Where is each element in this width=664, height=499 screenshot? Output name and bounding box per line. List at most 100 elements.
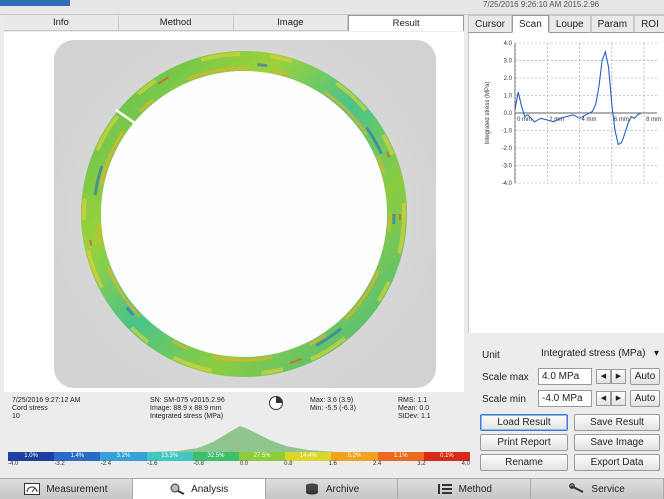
- colorbar-tick-label: -1.6: [147, 461, 158, 467]
- colorbar-segment: 14.4%: [285, 452, 332, 461]
- quantity-label: Integrated stress (MPa): [150, 413, 224, 420]
- result-minmax: Max: 3.6 (3.9) Min: -5.5 (-6.3): [310, 397, 356, 413]
- rms-value: RMS: 1.1: [398, 397, 428, 404]
- tab-roi[interactable]: ROI: [634, 15, 664, 33]
- gauge-icon: [24, 483, 41, 495]
- result-measurement: Cord stress: [12, 405, 48, 412]
- tab-loupe[interactable]: Loupe: [548, 15, 591, 33]
- chevron-down-icon: ▾: [653, 348, 659, 359]
- colorbar-segment: 13.3%: [146, 452, 193, 461]
- unit-select-value: Integrated stress (MPa): [541, 348, 646, 359]
- colorbar-tick-label: 3.2: [417, 461, 426, 467]
- rename-button[interactable]: Rename: [480, 454, 568, 471]
- result-datetime: 7/25/2016 9:27:12 AM: [12, 397, 81, 404]
- max-value: Max: 3.6 (3.9): [310, 397, 354, 404]
- brand-bar: [0, 0, 70, 6]
- print-report-button[interactable]: Print Report: [480, 434, 568, 451]
- colorbar-segment: 3.2%: [100, 452, 147, 461]
- colorbar-segment: 27.5%: [239, 452, 286, 461]
- mean-value: Mean: 0.0: [398, 405, 430, 412]
- y-tick-label: 0.0: [504, 111, 513, 117]
- scale-min-label: Scale min: [482, 394, 526, 405]
- stdev-value: StDev: 1.1: [398, 413, 431, 420]
- x-tick-label: 0 mm: [517, 117, 532, 123]
- colorbar: 1.0% 1.4% 3.2% 13.3% 32.5% 27.5% 14.4% 5.2% 1.1%…: [8, 452, 471, 461]
- scan-chart: 4.03.02.01.00.0-1.0-2.0-3.0-4.00 mm 2 mm 4…: [485, 41, 661, 187]
- y-tick-label: 4.0: [504, 41, 513, 47]
- histogram: [8, 426, 470, 452]
- y-tick-label: -2.0: [502, 146, 513, 152]
- tab-info[interactable]: Info: [4, 15, 119, 31]
- scan-line[interactable]: [115, 108, 143, 130]
- colorbar-ticks: -4.0 -3.2 -2.4 -1.6 -0.8 0.0 0.8 1.6 2.4 3.2 4.0: [8, 461, 470, 469]
- colorbar-tick-label: -4.0: [8, 461, 19, 467]
- scale-min-auto-button[interactable]: Auto: [630, 390, 660, 407]
- colorbar-segment: 1.1%: [377, 452, 424, 461]
- tab-scan[interactable]: Scan: [512, 15, 549, 33]
- y-tick-label: -3.0: [502, 164, 513, 170]
- result-stats: RMS: 1.1 Mean: 0.0 StDev: 1.1: [398, 397, 431, 421]
- scale-max-auto-button[interactable]: Auto: [630, 368, 660, 385]
- unit-select[interactable]: Integrated stress (MPa) ▾: [538, 346, 662, 363]
- scale-max-input[interactable]: 4.0 MPa: [538, 368, 592, 385]
- nav-service-label: Service: [591, 483, 625, 495]
- colorbar-segment: 1.0%: [8, 452, 55, 461]
- scale-max-label: Scale max: [482, 372, 529, 383]
- x-tick-label: 4 mm: [582, 117, 597, 123]
- nav-analysis-label: Analysis: [191, 483, 229, 495]
- tool-tabs: Cursor Scan Loupe Param ROI: [468, 15, 664, 33]
- scan-profile-line: [514, 49, 642, 146]
- magnifier-icon: [170, 483, 185, 495]
- nav-measurement[interactable]: Measurement: [0, 479, 133, 499]
- nav-archive[interactable]: Archive: [265, 479, 399, 499]
- image-viewport[interactable]: [4, 32, 464, 392]
- header-datetime: 7/25/2016 9:26:10 AM 2015.2.96: [483, 0, 600, 9]
- colorbar-tick-label: 1.6: [328, 461, 337, 467]
- nav-method[interactable]: Method: [398, 479, 532, 499]
- nav-method-label: Method: [458, 483, 492, 495]
- colorbar-tick-label: -0.8: [193, 461, 204, 467]
- colorbar-tick-label: -2.4: [100, 461, 112, 467]
- x-tick-label: 6 mm: [614, 117, 629, 123]
- y-tick-label: 1.0: [504, 94, 513, 100]
- nav-archive-label: Archive: [325, 483, 360, 495]
- scale-max-decrement-button[interactable]: ◀: [596, 369, 611, 384]
- tab-param[interactable]: Param: [590, 15, 635, 33]
- save-image-button[interactable]: Save Image: [574, 434, 660, 451]
- y-tick-label: 2.0: [504, 76, 513, 82]
- title-strip: 7/25/2016 9:26:10 AM 2015.2.96: [0, 0, 664, 15]
- nav-service[interactable]: Service: [531, 479, 664, 499]
- y-tick-label: -1.0: [502, 129, 513, 135]
- orientation-icon[interactable]: [268, 395, 284, 411]
- save-result-button[interactable]: Save Result: [574, 414, 660, 431]
- scale-max-increment-button[interactable]: ▶: [611, 369, 626, 384]
- load-result-button[interactable]: Load Result: [480, 414, 568, 431]
- colorbar-tick-label: 4.0: [461, 461, 470, 467]
- tab-image[interactable]: Image: [233, 15, 349, 31]
- tab-cursor[interactable]: Cursor: [468, 15, 513, 33]
- y-axis-label: Integrated stress (MPa): [485, 82, 491, 145]
- y-tick-label: -4.0: [502, 181, 513, 187]
- database-icon: [305, 483, 318, 495]
- colorbar-tick-label: 0.0: [239, 461, 249, 467]
- stress-ring: [81, 51, 407, 377]
- colorbar-tick-label: 0.8: [284, 461, 293, 467]
- scale-min-increment-button[interactable]: ▶: [611, 391, 626, 406]
- view-tabs: Info Method Image Result: [4, 15, 464, 31]
- export-data-button[interactable]: Export Data: [574, 454, 660, 471]
- result-count: 10: [12, 413, 20, 420]
- scale-min-decrement-button[interactable]: ◀: [596, 391, 611, 406]
- method-icon: [437, 484, 452, 494]
- image-size: Image: 88.9 x 88.9 mm: [150, 405, 222, 412]
- tab-result[interactable]: Result: [348, 15, 464, 31]
- unit-label: Unit: [482, 350, 500, 361]
- colorbar-segment: 5.2%: [331, 452, 378, 461]
- min-value: Min: -5.5 (-6.3): [310, 405, 356, 412]
- colorbar-segment: 1.4%: [54, 452, 101, 461]
- nav-measurement-label: Measurement: [46, 483, 108, 495]
- nav-analysis[interactable]: Analysis: [132, 479, 266, 499]
- result-meta-mid: SN: SM-075 v2015.2.96 Image: 88.9 x 88.9…: [150, 397, 225, 421]
- tab-method[interactable]: Method: [118, 15, 234, 31]
- scale-min-input[interactable]: -4.0 MPa: [538, 390, 592, 407]
- colorbar-segment: 0.1%: [423, 452, 471, 461]
